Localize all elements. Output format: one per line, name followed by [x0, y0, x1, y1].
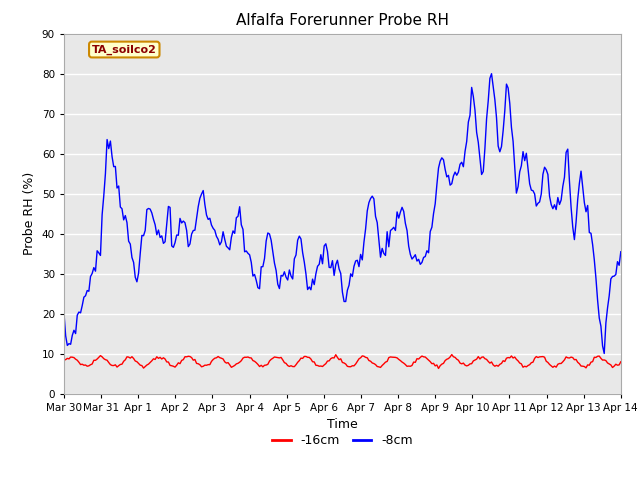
- -8cm: [504, 85, 512, 91]
- X-axis label: Time: Time: [327, 418, 358, 431]
- -8cm: [617, 249, 625, 254]
- -8cm: [488, 71, 495, 77]
- -16cm: [435, 366, 442, 372]
- -16cm: [367, 359, 374, 364]
- -8cm: [484, 98, 492, 104]
- -16cm: [499, 358, 507, 364]
- -8cm: [600, 350, 608, 356]
- -16cm: [60, 357, 68, 363]
- Legend: -16cm, -8cm: -16cm, -8cm: [267, 429, 418, 452]
- Text: TA_soilco2: TA_soilco2: [92, 44, 157, 55]
- -16cm: [232, 361, 240, 367]
- -8cm: [232, 215, 240, 220]
- -16cm: [448, 352, 456, 358]
- -8cm: [60, 311, 68, 316]
- -16cm: [488, 359, 495, 365]
- Line: -16cm: -16cm: [64, 355, 621, 369]
- -8cm: [367, 196, 374, 202]
- -16cm: [506, 355, 514, 361]
- Line: -8cm: -8cm: [64, 74, 621, 353]
- -16cm: [72, 356, 79, 362]
- Title: Alfalfa Forerunner Probe RH: Alfalfa Forerunner Probe RH: [236, 13, 449, 28]
- Y-axis label: Probe RH (%): Probe RH (%): [23, 172, 36, 255]
- -8cm: [498, 144, 506, 149]
- -16cm: [617, 359, 625, 365]
- -8cm: [72, 331, 79, 336]
